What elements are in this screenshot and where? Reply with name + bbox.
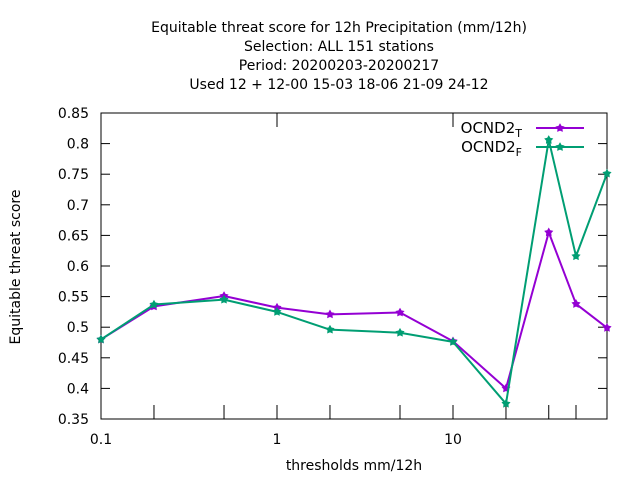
y-tick-label: 0.4 bbox=[67, 381, 89, 397]
y-tick-label: 0.5 bbox=[67, 320, 89, 336]
data-point bbox=[571, 299, 581, 308]
legend-label: OCND2T bbox=[461, 119, 523, 140]
data-point bbox=[544, 227, 554, 237]
data-point bbox=[272, 307, 282, 316]
data-point bbox=[325, 309, 335, 319]
series-1 bbox=[96, 227, 612, 393]
plot-frame bbox=[100, 112, 608, 420]
y-tick-label: 0.65 bbox=[58, 228, 89, 244]
legend-subscript: T bbox=[514, 127, 522, 140]
title-line-2: Selection: ALL 151 stations bbox=[244, 39, 434, 55]
legend-swatch-marker bbox=[555, 142, 565, 151]
y-tick-label: 0.45 bbox=[58, 351, 89, 367]
series-2 bbox=[96, 135, 612, 408]
x-tick-label: 0.1 bbox=[90, 432, 112, 448]
data-point bbox=[544, 135, 554, 144]
y-tick-label: 0.6 bbox=[67, 259, 89, 275]
chart-title: Equitable threat score for 12h Precipita… bbox=[151, 20, 527, 93]
data-point bbox=[602, 323, 612, 332]
data-point bbox=[501, 398, 511, 408]
y-axis-label: Equitable threat score bbox=[8, 190, 24, 345]
y-tick-label: 0.85 bbox=[58, 106, 89, 122]
data-point bbox=[149, 299, 159, 309]
legend-label: OCND2F bbox=[461, 138, 522, 159]
y-tick-label: 0.55 bbox=[58, 290, 89, 306]
data-point bbox=[325, 324, 335, 334]
title-line-4: Used 12 + 12-00 15-03 18-06 21-09 24-12 bbox=[189, 77, 488, 93]
axes: 0.35 0.4 0.45 0.5 0.55 0.6 0.65 0.7 0.75 0.8 0.85 0… bbox=[8, 106, 608, 474]
data-point bbox=[602, 168, 612, 178]
title-line-3: Period: 20200203-20200217 bbox=[239, 58, 439, 74]
data-point bbox=[96, 334, 106, 344]
legend-name: OCND2 bbox=[461, 138, 516, 156]
legend-name: OCND2 bbox=[461, 119, 516, 137]
series-layer bbox=[96, 135, 612, 408]
series-line bbox=[100, 138, 608, 405]
data-point bbox=[571, 251, 581, 261]
legend-subscript: F bbox=[516, 146, 522, 159]
y-tick-label: 0.35 bbox=[58, 412, 89, 428]
y-tick-label: 0.75 bbox=[58, 167, 89, 183]
y-tick-label: 0.8 bbox=[67, 137, 89, 153]
x-axis-label: thresholds mm/12h bbox=[286, 458, 422, 474]
title-line-1: Equitable threat score for 12h Precipita… bbox=[151, 20, 527, 36]
data-point bbox=[219, 294, 229, 304]
x-tick-label: 10 bbox=[444, 432, 462, 448]
data-point bbox=[448, 337, 458, 346]
y-tick-label: 0.7 bbox=[67, 198, 89, 214]
legend-swatch-marker bbox=[555, 123, 565, 132]
data-point bbox=[395, 327, 405, 337]
data-point bbox=[395, 307, 405, 317]
x-tick-label: 1 bbox=[273, 432, 282, 448]
series-line bbox=[100, 231, 608, 390]
